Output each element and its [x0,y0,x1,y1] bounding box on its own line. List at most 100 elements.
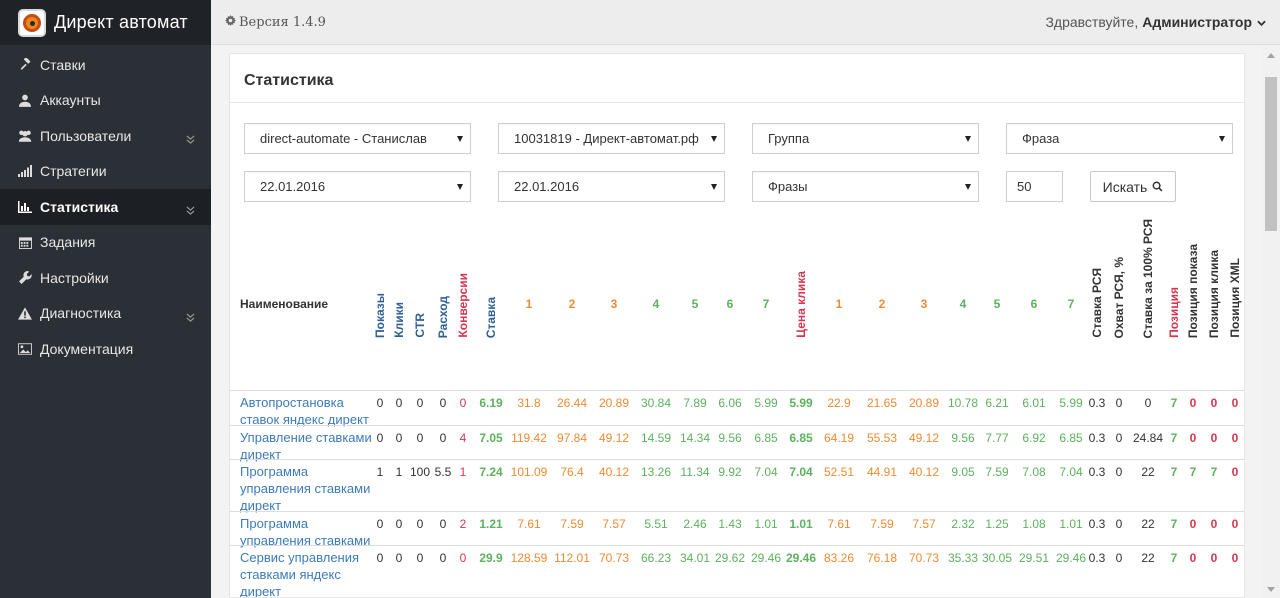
limit-input[interactable]: 50 [1006,171,1063,202]
sidebar-item-1[interactable]: Аккаунты [0,83,211,119]
rsya-reach-cell: 0 [1115,517,1123,531]
phrase-name-link[interactable]: Программа управления ставками [240,516,371,548]
sidebar-item-5[interactable]: Задания [0,225,211,261]
price-position-header[interactable]: 4 [959,297,967,311]
campaign-select[interactable]: 10031819 - Директ-автомат.рф [498,123,725,154]
phrase-name-link[interactable]: Сервис управления ставками яндекс директ [240,550,360,598]
user-menu[interactable]: Здравствуйте, Администратор [1045,14,1266,30]
divider [230,102,1244,103]
bid-position-cell: 119.42 [511,431,547,445]
user-name: Администратор [1142,14,1252,30]
price-position-cell: 83.26 [823,551,855,565]
price-position-cell: 9.05 [951,465,975,479]
search-button[interactable]: Искать [1090,171,1176,202]
bid-position-cell: 11.34 [680,465,710,479]
name-column-header[interactable]: Наименование [240,297,329,311]
bid-position-header[interactable]: 6 [726,297,734,311]
price-position-cell: 29.51 [1018,551,1050,565]
clicks-cell: 0 [395,517,403,531]
group-select-value: Группа [768,131,810,146]
phrase-name-link[interactable]: Программа управления ставками директ [240,464,371,513]
sidebar-item-label: Диагностика [40,305,122,322]
sidebar-item-label: Аккаунты [40,92,101,109]
table-row: Автопростановка ставок яндекс директ 0 0 0 0… [230,390,1244,427]
price-position-header[interactable]: 7 [1067,297,1075,311]
price-position-cell: 6.92 [1022,431,1046,445]
price-position-cell: 20.89 [908,396,940,410]
chevron-down-icon [1257,14,1266,30]
position-column-header[interactable]: Позиция [1167,287,1181,338]
clicks-column-header[interactable]: Клики [392,302,406,338]
bid-position-cell: 5.99 [754,396,778,410]
click-position-column-header[interactable]: Позиция клика [1207,249,1221,338]
shows-column-header[interactable]: Показы [373,293,387,338]
select-arrow-icon [457,136,463,142]
show-position-cell: 0 [1189,431,1197,445]
bid-position-header[interactable]: 5 [691,297,699,311]
scroll-down-arrow[interactable] [1267,587,1275,592]
bid-position-cell: 9.56 [718,431,742,445]
type-select[interactable]: Фразы [752,171,979,202]
clicks-cell: 1 [395,465,403,479]
rsya-bid-column-header[interactable]: Ставка РСЯ [1090,268,1104,338]
scroll-thumb[interactable] [1265,77,1277,231]
phrase-name-link[interactable]: Автопростановка ставок яндекс директ [240,395,369,427]
account-select[interactable]: direct-automate - Станислав [244,123,471,154]
price-position-cell: 5.99 [1059,396,1083,410]
show-position-column-header[interactable]: Позиция показа [1186,243,1200,338]
click-position-cell: 7 [1210,465,1218,479]
conversions-column-header[interactable]: Конверсии [456,273,470,338]
sidebar-item-4[interactable]: Статистика [0,189,211,225]
price-position-cell: 1.25 [985,517,1009,531]
table-header: Наименование Показы Клики CTR Расход Конверс… [230,217,1244,390]
date-to-select[interactable]: 22.01.2016 [498,171,725,202]
bid-position-cell: 31.8 [517,396,541,410]
bid-position-cell: 1.43 [718,517,742,531]
sidebar-item-2[interactable]: Пользователи [0,118,211,154]
select-arrow-icon [457,184,463,190]
scroll-up-arrow[interactable] [1267,53,1275,58]
xml-position-column-header[interactable]: Позиция XML [1228,258,1242,338]
sidebar-item-6[interactable]: Настройки [0,260,211,296]
show-position-cell: 7 [1189,465,1197,479]
app-title: Директ автомат [54,12,188,32]
ctr-column-header[interactable]: CTR [413,313,427,338]
rsya-reach-column-header[interactable]: Охват РСЯ, % [1112,256,1126,338]
shows-cell: 0 [376,551,384,565]
sidebar-item-7[interactable]: Диагностика [0,296,211,332]
bid-position-header[interactable]: 7 [762,297,770,311]
rsya-full-bid-column-header[interactable]: Ставка за 100% РСЯ [1141,218,1155,338]
price-position-cell: 22.9 [827,396,851,410]
version-info: Версия 1.4.9 [225,15,326,30]
group-select[interactable]: Группа [752,123,979,154]
user-icon [17,93,33,107]
price-position-header[interactable]: 1 [835,297,843,311]
bid-position-header[interactable]: 4 [652,297,660,311]
rsya-full-bid-cell: 0 [1144,396,1152,410]
page-scrollbar[interactable] [1262,45,1280,598]
gear-icon [225,15,236,30]
phrase-select[interactable]: Фраза [1006,123,1233,154]
spend-column-header[interactable]: Расход [436,295,450,338]
price-position-header[interactable]: 6 [1030,297,1038,311]
brand[interactable]: Директ автомат [0,0,211,45]
rsya-reach-cell: 0 [1115,551,1123,565]
date-from-select[interactable]: 22.01.2016 [244,171,471,202]
bid-column-header[interactable]: Ставка [484,296,498,338]
price-position-header[interactable]: 5 [993,297,1001,311]
bid-cell: 29.9 [479,551,503,565]
click-price-column-header[interactable]: Цена клика [794,271,808,338]
sidebar-item-3[interactable]: Стратегии [0,154,211,190]
bid-position-header[interactable]: 2 [568,297,576,311]
rsya-full-bid-cell: 22 [1141,551,1155,565]
price-position-header[interactable]: 2 [878,297,886,311]
bid-position-header[interactable]: 1 [525,297,533,311]
sidebar-item-0[interactable]: Ставки [0,47,211,83]
bid-position-header[interactable]: 3 [610,297,618,311]
phrase-name-link[interactable]: Управление ставками директ [240,430,372,462]
bid-position-cell: 101.09 [510,465,548,479]
bid-position-cell: 29.62 [714,551,746,565]
price-position-header[interactable]: 3 [920,297,928,311]
bid-position-cell: 6.85 [754,431,778,445]
sidebar-item-8[interactable]: Документация [0,331,211,367]
